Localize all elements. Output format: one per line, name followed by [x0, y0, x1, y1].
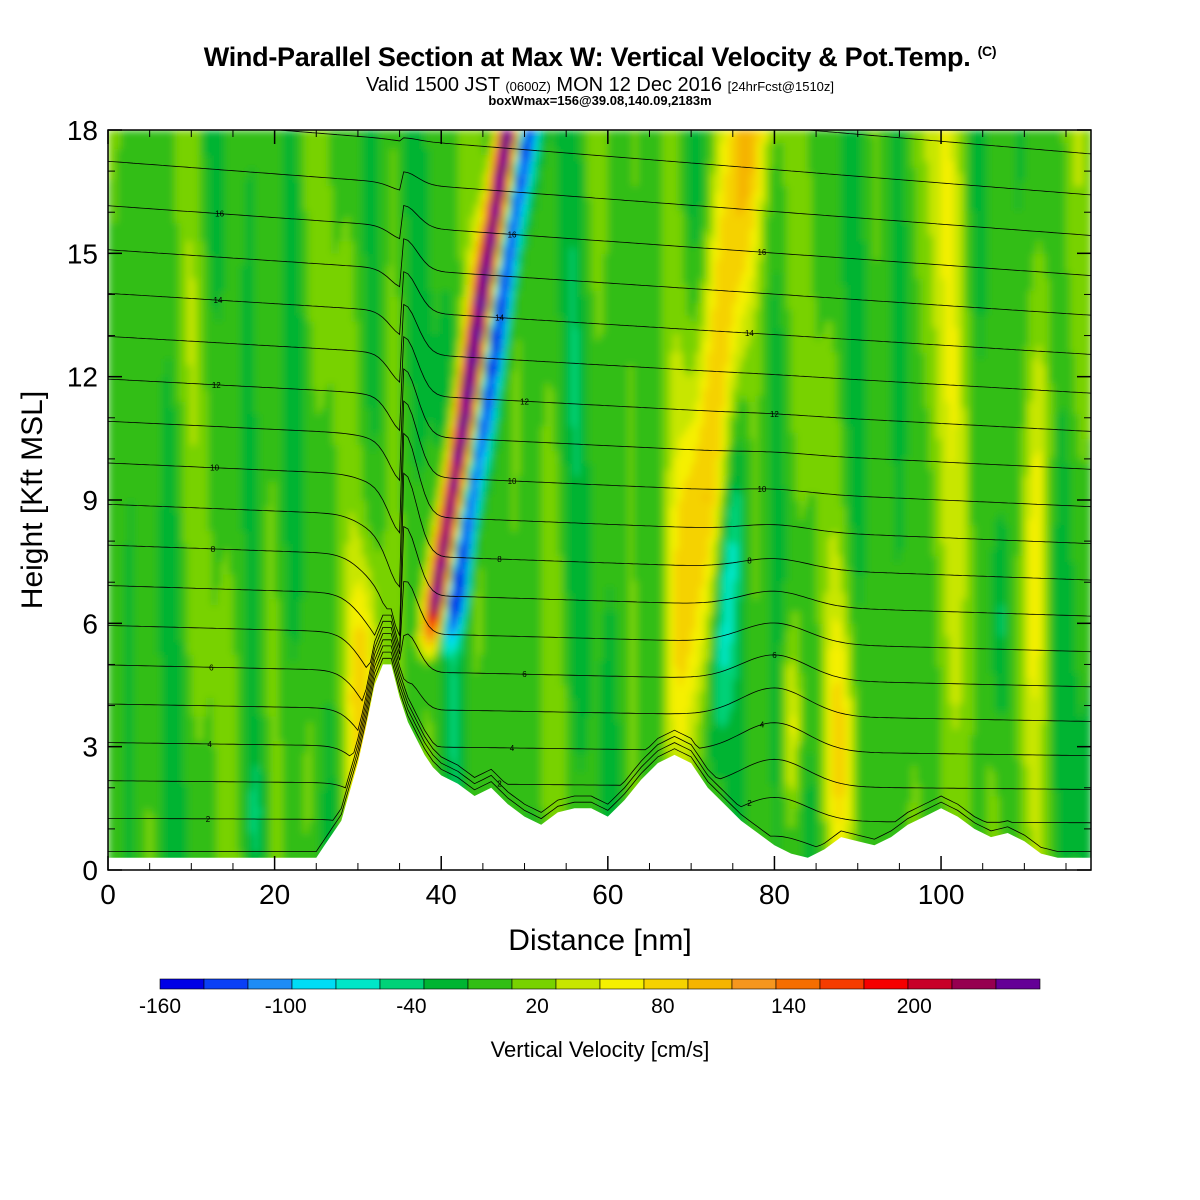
theta-contour-label: 4: [207, 740, 212, 749]
colorbar-swatch: [248, 979, 292, 989]
colorbar: -160 -100 -40 20 80 140 200: [139, 979, 1040, 1018]
x-tick-label: 20: [259, 879, 290, 910]
theta-contour-label: 12: [212, 381, 221, 390]
theta-contour-line: [108, 25, 1091, 112]
y-tick-label: 0: [82, 855, 98, 886]
x-tick-label: 60: [592, 879, 623, 910]
x-tick-label: 40: [426, 879, 457, 910]
theta-contour-label: 2: [497, 780, 502, 789]
colorbar-tick-label: -40: [396, 995, 426, 1018]
colorbar-label: Vertical Velocity [cm/s]: [491, 1037, 710, 1062]
theta-contour-label: 10: [757, 485, 766, 494]
colorbar-swatch: [424, 979, 468, 989]
theta-contour-label: 2: [206, 815, 211, 824]
colorbar-swatch: [952, 979, 996, 989]
theta-contour-label: 4: [760, 720, 765, 729]
theta-contour-label: 16: [508, 230, 517, 239]
colorbar-tick-label: 200: [897, 995, 932, 1018]
colorbar-swatch: [556, 979, 600, 989]
theta-contour-label: 8: [497, 555, 502, 564]
colorbar-tick-label: 140: [771, 995, 806, 1018]
theta-contour-label: 2: [747, 799, 752, 808]
colorbar-swatch: [512, 979, 556, 989]
theta-contour-label: 14: [214, 296, 223, 305]
theta-contour-label: 14: [745, 329, 754, 338]
colorbar-tick-label: 20: [525, 995, 548, 1018]
theta-contour-label: 8: [747, 556, 752, 565]
cross-section-chart: 2 2 2 4 4 4 6 6 6 8 8 8 10 10 10 12 12 12 14 14 14 16 16 16 0 20…: [0, 0, 1200, 1200]
theta-contour-label: 12: [770, 410, 779, 419]
colorbar-swatch: [908, 979, 952, 989]
theta-contour-label: 6: [209, 663, 214, 672]
y-tick-label: 18: [67, 115, 98, 146]
colorbar-swatch: [292, 979, 336, 989]
colorbar-tick-label: -160: [139, 995, 181, 1018]
theta-contour-line: [108, 0, 1091, 71]
colorbar-swatch: [336, 979, 380, 989]
theta-contour-label: 10: [508, 477, 517, 486]
theta-contour-label: 16: [757, 248, 766, 257]
colorbar-swatch: [996, 979, 1040, 989]
theta-contour-label: 6: [772, 651, 777, 660]
colorbar-swatch: [380, 979, 424, 989]
theta-contour-label: 12: [520, 397, 529, 406]
x-axis-label: Distance [nm]: [508, 924, 691, 957]
x-tick-label: 0: [100, 879, 116, 910]
y-tick-label: 6: [82, 608, 98, 639]
colorbar-swatch: [600, 979, 644, 989]
theta-contour-line: [108, 0, 1091, 28]
colorbar-swatch: [688, 979, 732, 989]
colorbar-swatch: [204, 979, 248, 989]
theta-contour-label: 8: [211, 545, 216, 554]
x-tick-label: 80: [759, 879, 790, 910]
theta-contour-label: 4: [510, 744, 515, 753]
colorbar-swatch: [776, 979, 820, 989]
colorbar-swatch: [468, 979, 512, 989]
colorbar-swatch: [644, 979, 688, 989]
theta-contour-label: 10: [210, 464, 219, 473]
y-tick-label: 12: [67, 362, 98, 393]
colorbar-swatch: [732, 979, 776, 989]
colorbar-swatch: [160, 979, 204, 989]
x-tick-label: 100: [918, 879, 965, 910]
theta-contour-label: 16: [215, 210, 224, 219]
y-tick-label: 3: [82, 732, 98, 763]
colorbar-tick-label: 80: [651, 995, 674, 1018]
y-tick-label: 15: [67, 238, 98, 269]
y-axis-label: Height [Kft MSL]: [16, 391, 49, 609]
colorbar-tick-label: -100: [265, 995, 307, 1018]
y-tick-label: 9: [82, 485, 98, 516]
theta-contour-label: 14: [495, 314, 504, 323]
theta-contour-label: 6: [522, 670, 527, 679]
colorbar-swatch: [864, 979, 908, 989]
colorbar-swatch: [820, 979, 864, 989]
